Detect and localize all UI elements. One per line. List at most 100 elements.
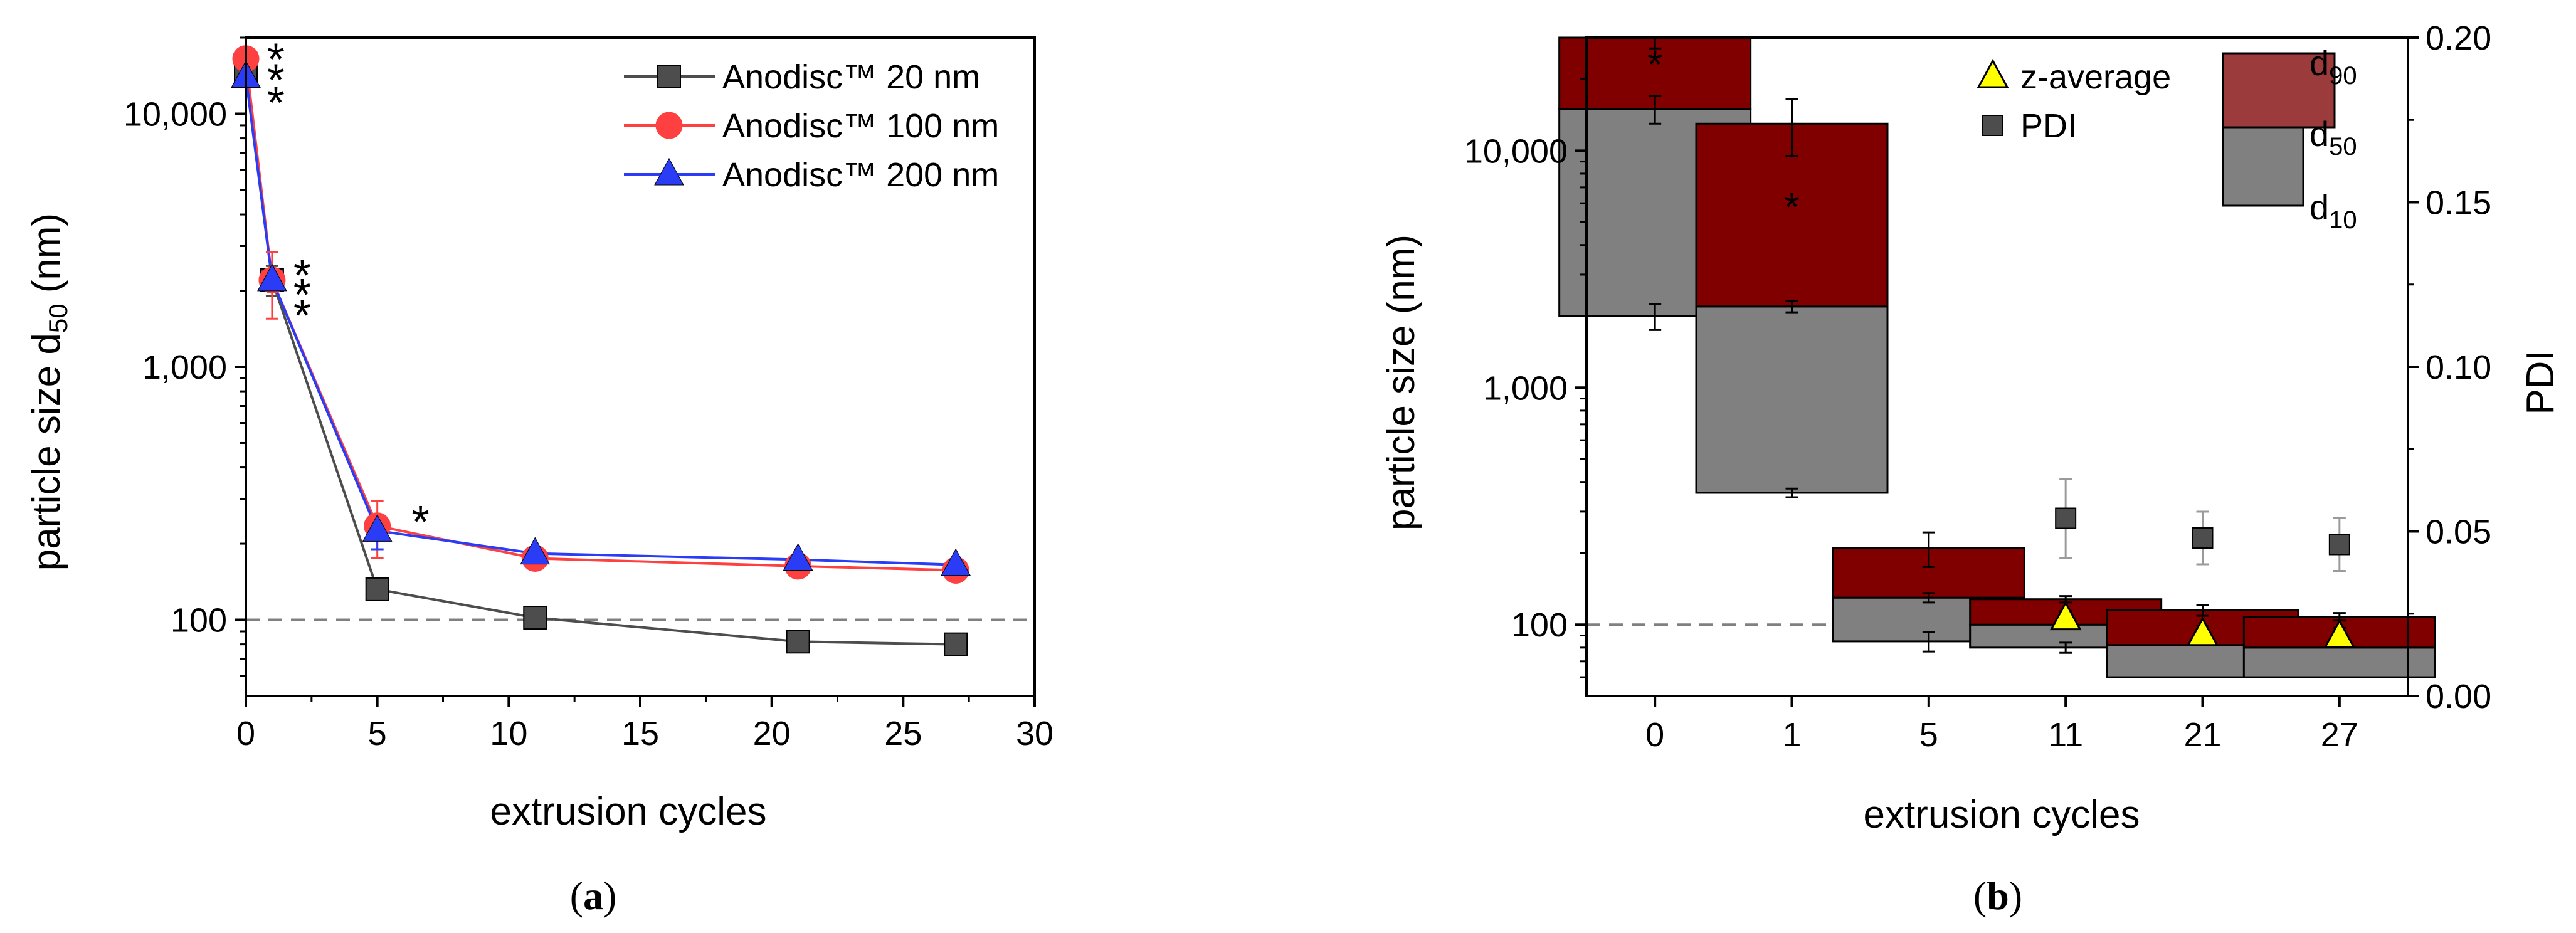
b-x-tick-label: 1: [1782, 716, 1801, 754]
a-star-annotation: *: [267, 34, 285, 85]
b-zaverage-point-27: [2323, 619, 2356, 648]
a-point-s2-1: [257, 263, 287, 292]
b-y-tick-label: 1,000: [1483, 369, 1568, 407]
b-y2-tick-label: 0.10: [2426, 349, 2491, 386]
b-zaverage-point-21: [2186, 616, 2219, 646]
a-x-tick-label: 10: [490, 715, 527, 752]
b-y-axis-title: particle size (nm): [1380, 235, 1423, 530]
a-y-tick-label: 100: [171, 602, 227, 640]
b-pdi-point-21: [2192, 527, 2214, 549]
b-y-axis-left: 100 1,000 10,000: [1464, 78, 1586, 678]
a-y-tick-label: 10,000: [124, 95, 227, 133]
a-point-s0-5: [944, 632, 968, 656]
b-y-tick-label: 100: [1511, 606, 1568, 644]
a-y-tick-label: 1,000: [142, 349, 227, 386]
b-pdi-point-11: [2055, 507, 2077, 529]
b-star-marker-0: *: [1647, 42, 1663, 87]
a-x-tick-label: 0: [236, 715, 255, 752]
a-x-axis-title: extrusion cycles: [490, 790, 766, 833]
b-legend-label: PDI: [2020, 107, 2077, 145]
b-legend-triangle-icon: [1977, 58, 2009, 88]
b-y2-tick-label: 0.20: [2426, 19, 2491, 57]
a-line-series-2: [245, 76, 956, 566]
a-x-tick-label: 15: [621, 715, 659, 752]
b-x-tick-label: 27: [2321, 716, 2358, 754]
b-bar-group-1: [1695, 122, 1889, 494]
b-x-tick-label: 21: [2183, 716, 2221, 754]
b-errorbar-d10-1: [1785, 487, 1798, 498]
b-errorbar-d50-0: [1649, 95, 1662, 125]
b-errorbar-d10-0: [1649, 303, 1662, 331]
b-legend-square-icon: [1982, 115, 2003, 136]
b-bar-legend-d10-label: d10: [2309, 187, 2357, 234]
b-bar-legend-d90-swatch: [2222, 52, 2336, 129]
b-legend-item-pdi: PDI: [1982, 107, 2077, 145]
a-markers: [231, 45, 971, 656]
a-x-tick-label: 30: [1016, 715, 1053, 752]
b-bar-legend-d50-label-main: d: [2309, 114, 2329, 154]
b-bar-legend-d10-label-main: d: [2309, 187, 2329, 227]
b-errorbar-d90-5: [1922, 531, 1935, 568]
b-markers: **: [1647, 42, 2356, 648]
a-legend-square-icon: [657, 65, 681, 88]
b-bar-d10-d50: [1695, 305, 1889, 494]
a-y-axis: 100 1,000 10,000: [124, 36, 246, 677]
b-bar-legend-d50-label-sub: 50: [2329, 133, 2357, 161]
b-errorbar-d50-5: [1922, 592, 1935, 604]
a-x-axis: 0 5 10 15 20 25 30: [236, 696, 1053, 752]
b-x-tick-label: 11: [2048, 716, 2083, 754]
b-bar-legend-d50-label: d50: [2309, 114, 2357, 161]
a-star-annotation: *: [293, 270, 311, 320]
a-star-annotation: *: [267, 55, 285, 105]
a-x-tick-label: 25: [884, 715, 922, 752]
caption-a-letter: a: [583, 873, 603, 918]
a-y-axis-title-main: particle size d: [25, 333, 68, 571]
b-bar-legend-d90-label: d90: [2309, 43, 2357, 90]
a-legend-label: Anodisc™ 20 nm: [722, 58, 980, 96]
a-y-axis-title: particle size d50 (nm): [25, 213, 73, 571]
a-legend-item-0: Anodisc™ 20 nm: [624, 58, 980, 96]
a-point-s2-2: [362, 514, 393, 542]
a-point-s0-3: [523, 606, 547, 630]
a-legend-label: Anodisc™ 200 nm: [722, 156, 999, 194]
b-y2-axis-title: PDI: [2519, 350, 2562, 414]
a-legend: Anodisc™ 20 nm Anodisc™ 100 nm Anodisc™ 20…: [624, 58, 999, 194]
a-legend-label: Anodisc™ 100 nm: [722, 107, 999, 145]
b-x-axis-title: extrusion cycles: [1863, 793, 2140, 836]
b-errorbar-d90-1: [1785, 98, 1798, 157]
b-errorbar-d10-5: [1922, 631, 1935, 653]
a-legend-item-2: Anodisc™ 200 nm: [624, 156, 999, 194]
b-errorbar-d50-1: [1785, 300, 1798, 314]
b-legend-label: z-average: [2020, 58, 2171, 96]
a-star-annotation: *: [293, 291, 311, 341]
a-point-s2-5: [941, 548, 971, 576]
a-star-annotation: *: [293, 251, 311, 301]
b-bar-legend-d90-label-sub: 90: [2329, 62, 2357, 90]
b-errorbar-d90-21: [2196, 604, 2209, 617]
b-bar-legend-d90-label-main: d: [2309, 43, 2329, 83]
a-point-s2-4: [783, 543, 813, 571]
b-pdi-point-27: [2328, 534, 2350, 556]
a-point-s2-3: [520, 537, 551, 565]
a-legend-triangle-icon: [654, 157, 684, 186]
caption-b-letter: b: [1987, 873, 2009, 918]
b-bar-legend-d50-swatch: [2222, 126, 2304, 207]
b-bar-d10-d50: [2242, 646, 2436, 678]
b-x-tick-label: 0: [1645, 716, 1664, 754]
a-star-annotation: *: [267, 78, 285, 128]
caption-a: (a): [570, 873, 617, 918]
a-x-tick-label: 20: [753, 715, 791, 752]
caption-b: (b): [1973, 873, 2022, 918]
b-star-marker-1: *: [1784, 184, 1800, 229]
b-x-axis: 0 1 5 11 21 27: [1645, 696, 2358, 754]
a-series-lines: [245, 58, 956, 646]
a-x-tick-label: 5: [368, 715, 387, 752]
a-y-axis-title-sub: 50: [43, 303, 73, 333]
b-y-tick-label: 10,000: [1464, 132, 1568, 170]
panel-a: ******* 0 5 10 15 20 25 30 100 1,000 10,000 extr…: [25, 34, 1053, 833]
a-annotations: *******: [267, 34, 430, 547]
a-legend-item-1: Anodisc™ 100 nm: [624, 107, 999, 145]
